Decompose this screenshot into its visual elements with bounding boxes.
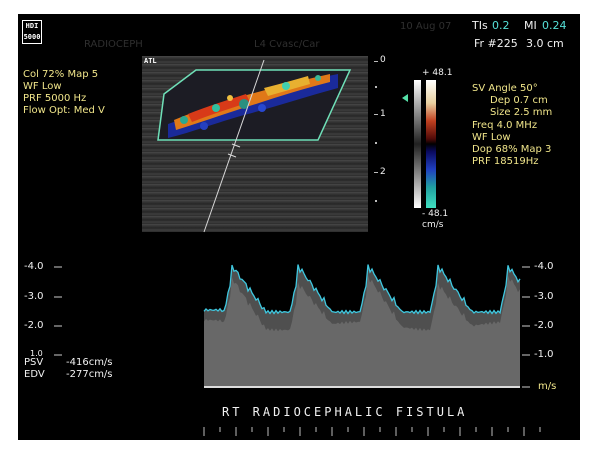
left-scale-label-4: -4.0: [24, 261, 44, 272]
doppler-settings-line4: Freq 4.0 MHz: [472, 120, 538, 131]
time-axis-ticks: [203, 427, 541, 436]
color-settings-line3: PRF 5000 Hz: [23, 93, 87, 104]
color-settings-line2: WF Low: [23, 81, 62, 92]
color-settings-line1: Col 72% Map 5: [23, 69, 99, 80]
depth-label-0: 0: [380, 55, 386, 65]
gray-velocity-bar: [414, 80, 421, 208]
color-bar-top-value: + 48.1: [422, 68, 453, 78]
mi-label: MI: [524, 19, 537, 32]
color-settings-line4: Flow Opt: Med V: [23, 105, 105, 116]
exam-annotation: RT RADIOCEPHALIC FISTULA: [222, 405, 468, 419]
depth-scale: [374, 61, 378, 202]
doppler-settings-line6: Dop 68% Map 3: [472, 144, 552, 155]
sample-gate-mark-2: [227, 153, 237, 158]
baseline-marker[interactable]: [402, 94, 408, 102]
ultrasound-overlay: [54, 59, 541, 436]
color-bar-unit: cm/s: [422, 220, 444, 230]
color-box[interactable]: [157, 69, 352, 141]
left-scale-label-2: -2.0: [24, 320, 44, 331]
doppler-settings-line1: SV Angle 50°: [472, 83, 538, 94]
sample-gate-mark: [231, 143, 241, 148]
right-scale-label-4: -4.0: [534, 261, 554, 272]
tis-value: 0.2: [492, 19, 510, 32]
psv-label: PSV: [24, 357, 44, 368]
color-velocity-bar: [426, 80, 436, 208]
left-scale-ticks: [54, 266, 62, 356]
doppler-settings-line7: PRF 18519Hz: [472, 156, 539, 167]
velocity-unit: m/s: [538, 381, 557, 392]
header-obscured-patient: RADIOCEPH: [84, 39, 143, 50]
doppler-cursor-line[interactable]: [203, 59, 265, 233]
right-scale-label-1: -1.0: [534, 349, 554, 360]
color-bar-bottom-value: - 48.1: [422, 209, 449, 219]
edv-value: -277cm/s: [66, 369, 113, 380]
left-scale-label-1: 1.0: [30, 349, 43, 358]
ultrasound-screen: HDI 5000 RADIOCEPH L4 Cvasc/Car 10 Aug 0…: [18, 14, 580, 440]
depth-label-2: 2: [380, 167, 386, 177]
header-obscured-date: 10 Aug 07: [400, 21, 452, 32]
hdi-logo: HDI 5000: [22, 20, 42, 44]
depth-label-1: 1: [380, 109, 386, 119]
right-scale-label-3: -3.0: [534, 291, 554, 302]
frame-number: Fr #225: [474, 37, 518, 50]
right-scale-label-2: -2.0: [534, 320, 554, 331]
doppler-settings-line5: WF Low: [472, 132, 511, 143]
color-flow-region: [158, 70, 350, 140]
bmode-tag: ATL: [144, 57, 157, 65]
edv-label: EDV: [24, 369, 45, 380]
depth-value: 3.0 cm: [526, 37, 564, 50]
tis-label: TIs: [472, 19, 488, 32]
right-scale-ticks: [522, 266, 530, 388]
left-scale-label-3: -3.0: [24, 291, 44, 302]
doppler-settings-line2: Dep 0.7 cm: [490, 95, 548, 106]
spectral-waveform: [203, 264, 521, 387]
header-obscured-preset: L4 Cvasc/Car: [254, 39, 320, 50]
psv-value: -416cm/s: [66, 357, 113, 368]
doppler-settings-line3: Size 2.5 mm: [490, 107, 553, 118]
mi-value: 0.24: [542, 19, 567, 32]
